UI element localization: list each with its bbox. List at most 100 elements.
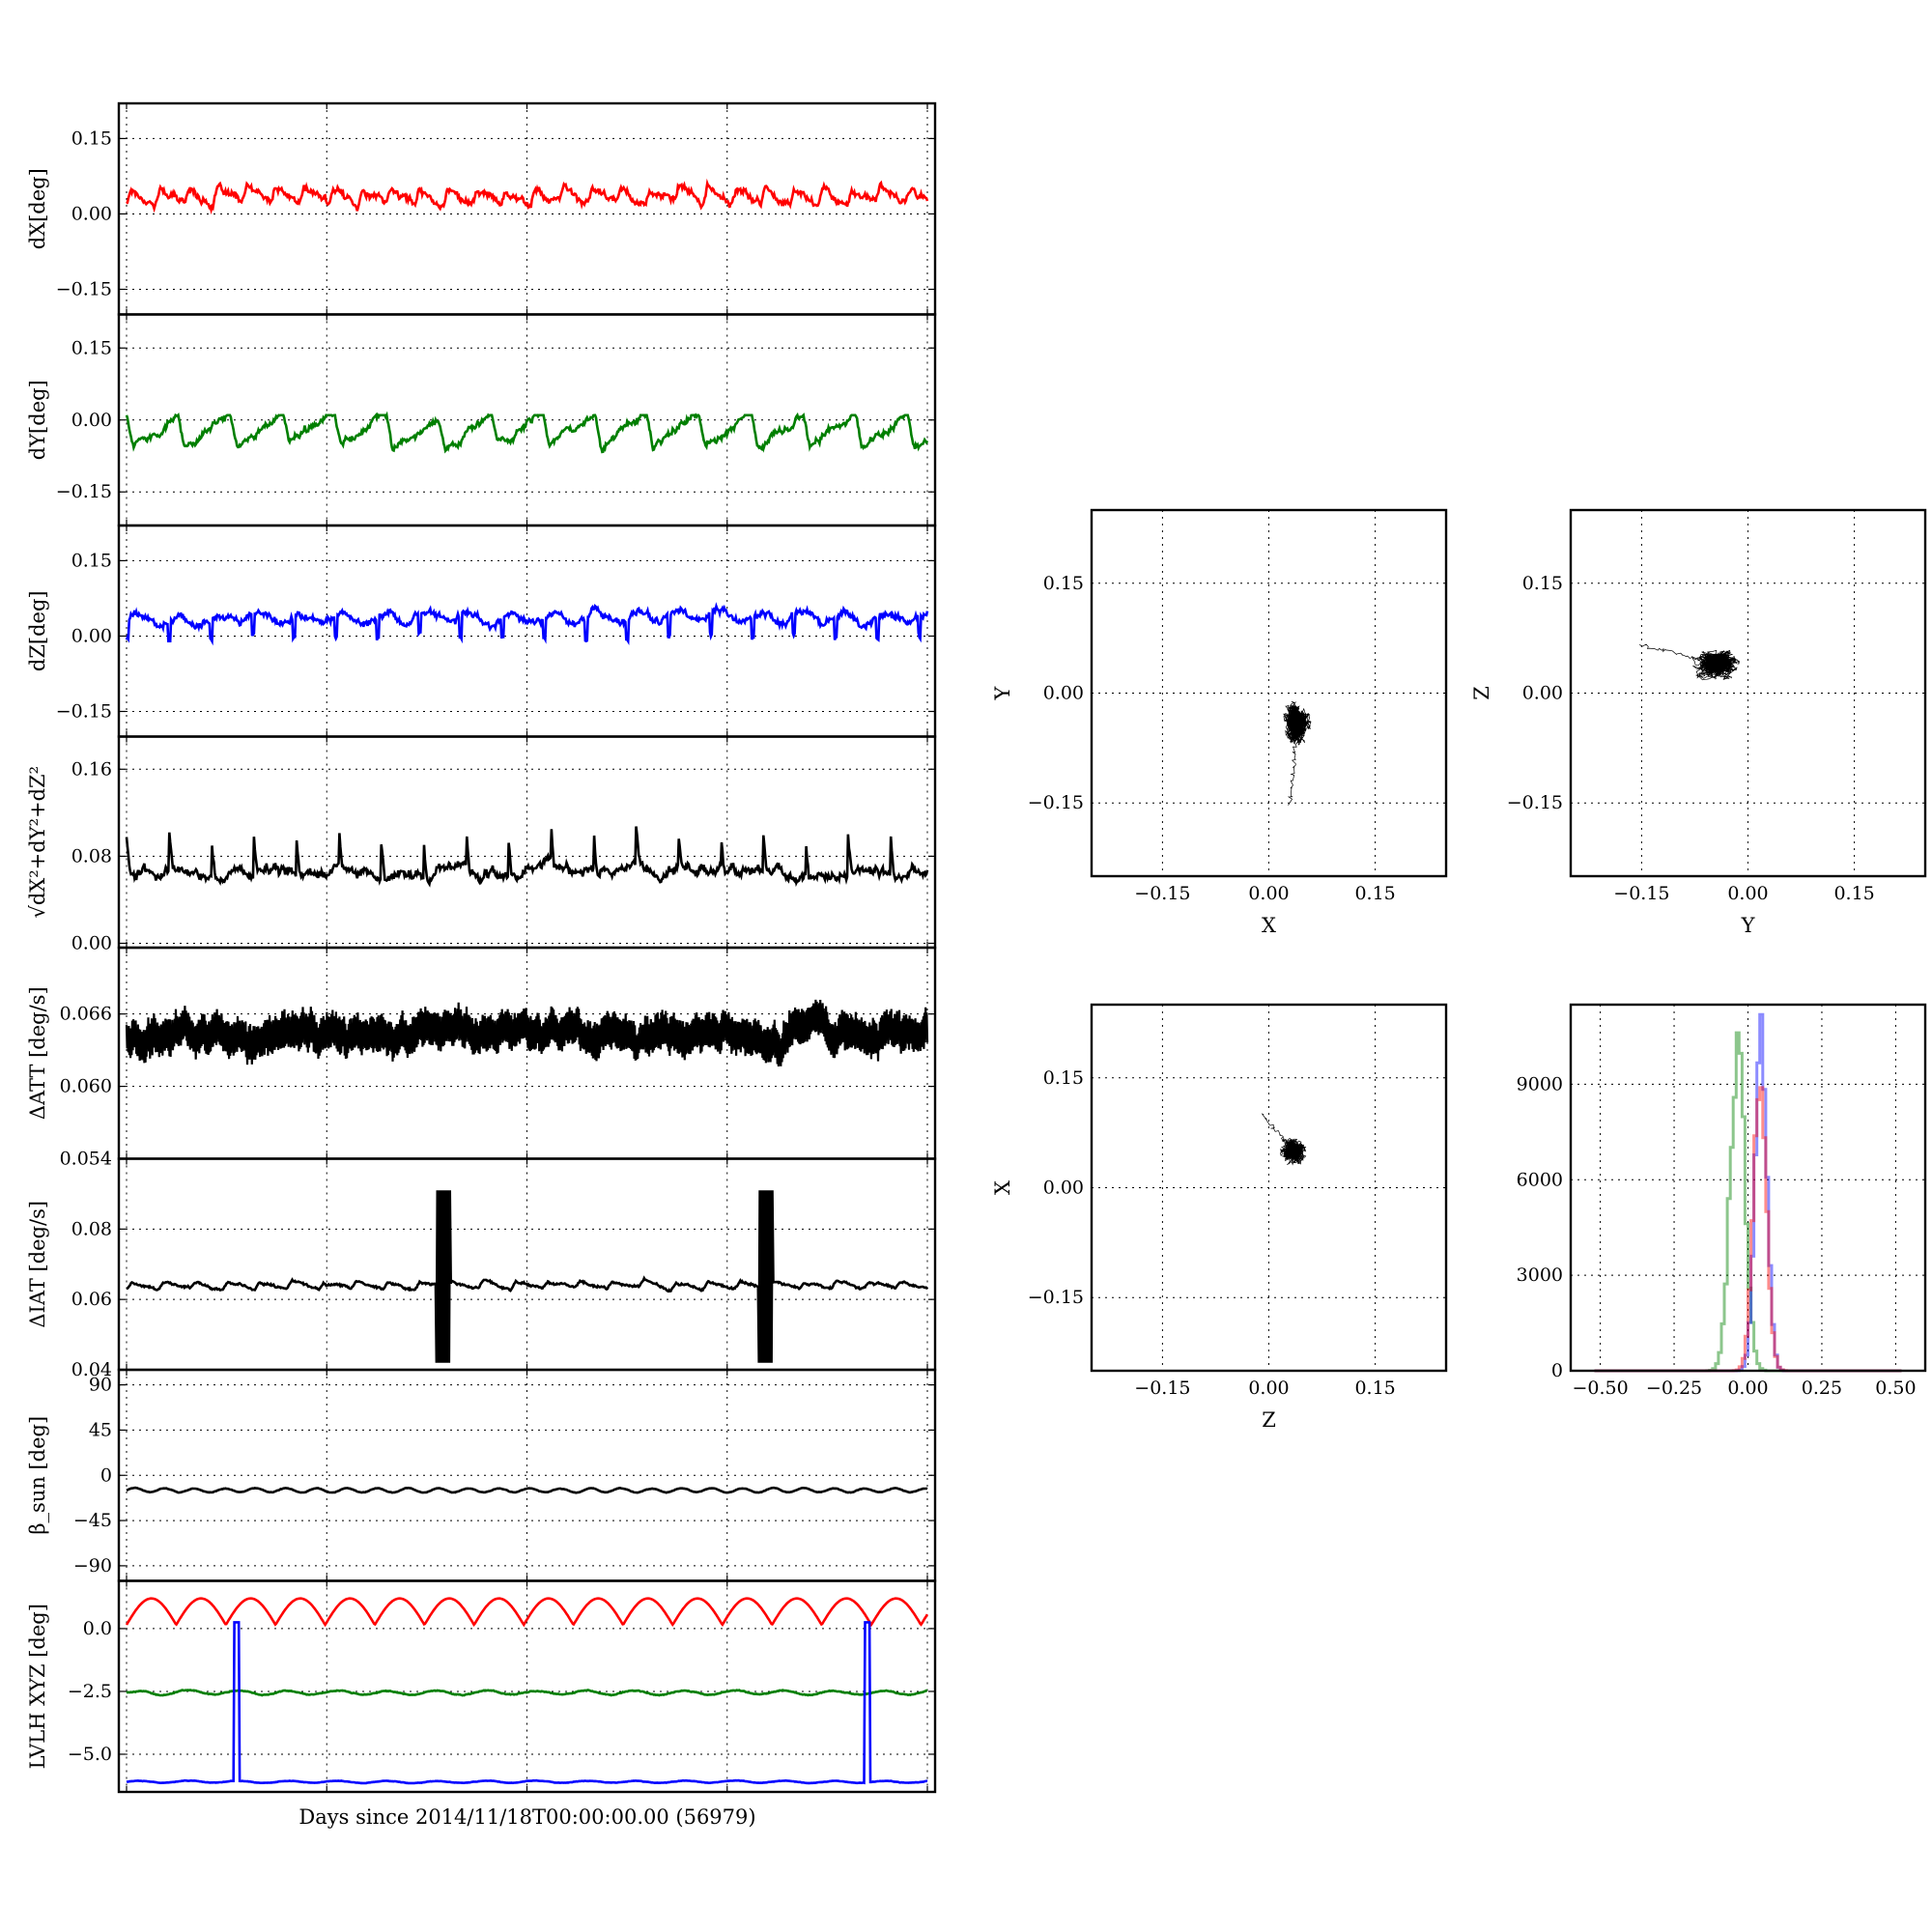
series-line-lvlh-2	[126, 1621, 928, 1785]
y-tick-label: 45	[89, 1419, 112, 1440]
y-axis-label-xy: Y	[991, 685, 1014, 700]
scatter-trace-xy	[1283, 700, 1312, 806]
y-tick-label: 0.08	[71, 845, 112, 867]
x-tick-label: 0.00	[1248, 1378, 1289, 1399]
series-line-beta-0	[126, 1486, 928, 1494]
y-tick-label: 0.060	[60, 1076, 112, 1097]
x-tick-label: 0.25	[1802, 1378, 1842, 1399]
panel-diat: 0.04 0.06 0.08 ΔIAT [deg/s]	[26, 1157, 937, 1380]
y-tick-label: −0.15	[56, 278, 112, 299]
y-tick-label: 0.15	[1043, 1067, 1084, 1089]
y-axis-label-yz: Z	[1470, 686, 1493, 700]
y-tick-label: 0.16	[71, 758, 112, 780]
series-line-dx-0	[126, 178, 929, 215]
y-tick-label: −0.15	[1028, 1287, 1084, 1308]
x-tick-label: −0.25	[1646, 1378, 1702, 1399]
y-tick-label: 0.0	[83, 1618, 112, 1639]
x-tick-label: 0.15	[1354, 883, 1395, 904]
panel-frame	[117, 524, 937, 738]
x-tick-label: 0.00	[1248, 883, 1289, 904]
y-tick-label: 0	[1551, 1360, 1563, 1381]
y-axis-label-mag: √dX²+dY²+dZ²	[26, 766, 49, 919]
y-tick-label: −0.15	[56, 700, 112, 722]
panel-datt: 0.054 0.060 0.066 ΔATT [deg/s]	[26, 946, 937, 1170]
y-tick-label: 0.00	[71, 932, 112, 953]
panel-frame	[117, 946, 937, 1160]
x-tick-label: −0.15	[1134, 1378, 1190, 1399]
panel-frame	[1569, 1003, 1927, 1373]
y-tick-label: 90	[89, 1375, 112, 1396]
panel-dz: −0.15 0.00 0.15 dZ[deg]	[26, 524, 937, 738]
y-tick-label: 0.08	[71, 1218, 112, 1239]
panel-hist: −0.50 −0.25 0.00 0.25 0.50 0 3000 6000 9000	[1517, 1003, 1927, 1399]
panel-zx: −0.15 −0.15 0.00 0.00 0.15 0.15 Z X	[991, 1003, 1448, 1432]
x-tick-label: 0.15	[1833, 883, 1874, 904]
y-tick-label: 0.00	[71, 203, 112, 224]
series-line-dz-0	[125, 602, 929, 646]
y-tick-label: 0.00	[1043, 683, 1084, 704]
x-tick-label: −0.15	[1134, 883, 1190, 904]
panel-frame	[1090, 508, 1448, 878]
panel-frame	[117, 1157, 937, 1372]
y-tick-label: 6000	[1517, 1169, 1563, 1190]
y-tick-label: 0.15	[71, 550, 112, 571]
y-tick-label: 0.15	[71, 337, 112, 358]
y-tick-label: 3000	[1517, 1264, 1563, 1286]
panel-yz: −0.15 −0.15 0.00 0.00 0.15 0.15 Y Z	[1470, 508, 1927, 937]
y-axis-label-dz: dZ[deg]	[26, 590, 49, 671]
series-line-lvlh-1	[126, 1689, 927, 1697]
scatter-trace-yz	[1638, 643, 1741, 681]
y-tick-label: 0.00	[1522, 683, 1563, 704]
y-axis-label-dy: dY[deg]	[26, 380, 49, 460]
y-tick-label: −90	[73, 1555, 112, 1577]
panel-mag: 0.00 0.08 0.16 √dX²+dY²+dZ²	[26, 735, 937, 953]
x-axis-label-zx: Z	[1262, 1408, 1276, 1432]
y-tick-label: 0.00	[71, 625, 112, 646]
x-tick-label: 0.00	[1727, 883, 1768, 904]
y-tick-label: 0.00	[71, 410, 112, 431]
y-tick-label: 0.066	[60, 1004, 112, 1025]
y-tick-label: −2.5	[68, 1681, 112, 1702]
panel-dx: −0.15 0.00 0.15 dX[deg]	[26, 101, 937, 316]
y-axis-label-dx: dX[deg]	[26, 168, 49, 249]
y-tick-label: 0.00	[1043, 1178, 1084, 1199]
x-tick-label: −0.15	[1613, 883, 1669, 904]
x-tick-label: 0.15	[1354, 1378, 1395, 1399]
x-tick-label: 0.50	[1875, 1378, 1916, 1399]
x-axis-label: Days since 2014/11/18T00:00:00.00 (56979…	[298, 1805, 755, 1829]
y-tick-label: 0.15	[71, 128, 112, 149]
y-tick-label: 0.15	[1522, 573, 1563, 594]
panel-frame	[117, 735, 937, 950]
y-tick-label: −0.15	[1028, 792, 1084, 813]
y-tick-label: 0.054	[60, 1149, 112, 1170]
panel-frame	[1090, 1003, 1448, 1373]
y-axis-label-beta: β_sun [deg]	[26, 1416, 49, 1535]
scatter-and-histogram-panels: −0.15 −0.15 0.00 0.00 0.15 0.15 X Y −0.15 −0.15 0.…	[991, 508, 1927, 1432]
y-tick-label: −5.0	[68, 1744, 112, 1765]
series-line-lvlh-0	[125, 1597, 929, 1628]
series-line-dy-0	[125, 411, 929, 454]
y-tick-label: 0.06	[71, 1289, 112, 1310]
x-axis-label-yz: Y	[1741, 914, 1756, 937]
scatter-trace-zx	[1261, 1113, 1307, 1166]
y-tick-label: −0.15	[1507, 792, 1563, 813]
panel-xy: −0.15 −0.15 0.00 0.00 0.15 0.15 X Y	[991, 508, 1448, 937]
series-line-mag-0	[125, 826, 929, 888]
time-series-panels: −0.150.000.15dX[deg]−0.150.000.15dY[deg]…	[26, 101, 937, 1794]
panel-beta: −90 −45 0 45 90 β_sun [deg]	[26, 1368, 937, 1582]
y-tick-label: −0.15	[56, 481, 112, 502]
series-line-datt-0	[125, 999, 929, 1067]
series-line-diat-0	[126, 1190, 929, 1363]
y-tick-label: −45	[73, 1510, 112, 1531]
panel-lvlh: −5.0 −2.5 0.0 LVLH XYZ [deg]	[26, 1579, 937, 1794]
panel-frame	[117, 1579, 937, 1794]
panel-dy: −0.15 0.00 0.15 dY[deg]	[26, 313, 937, 527]
y-tick-label: 0	[100, 1464, 112, 1486]
x-tick-label: −0.50	[1572, 1378, 1628, 1399]
y-tick-label: 0.15	[1043, 573, 1084, 594]
panel-frame	[117, 101, 937, 316]
y-tick-label: 9000	[1517, 1073, 1563, 1094]
y-axis-label-lvlh: LVLH XYZ [deg]	[26, 1604, 49, 1769]
y-axis-label-zx: X	[991, 1180, 1014, 1195]
